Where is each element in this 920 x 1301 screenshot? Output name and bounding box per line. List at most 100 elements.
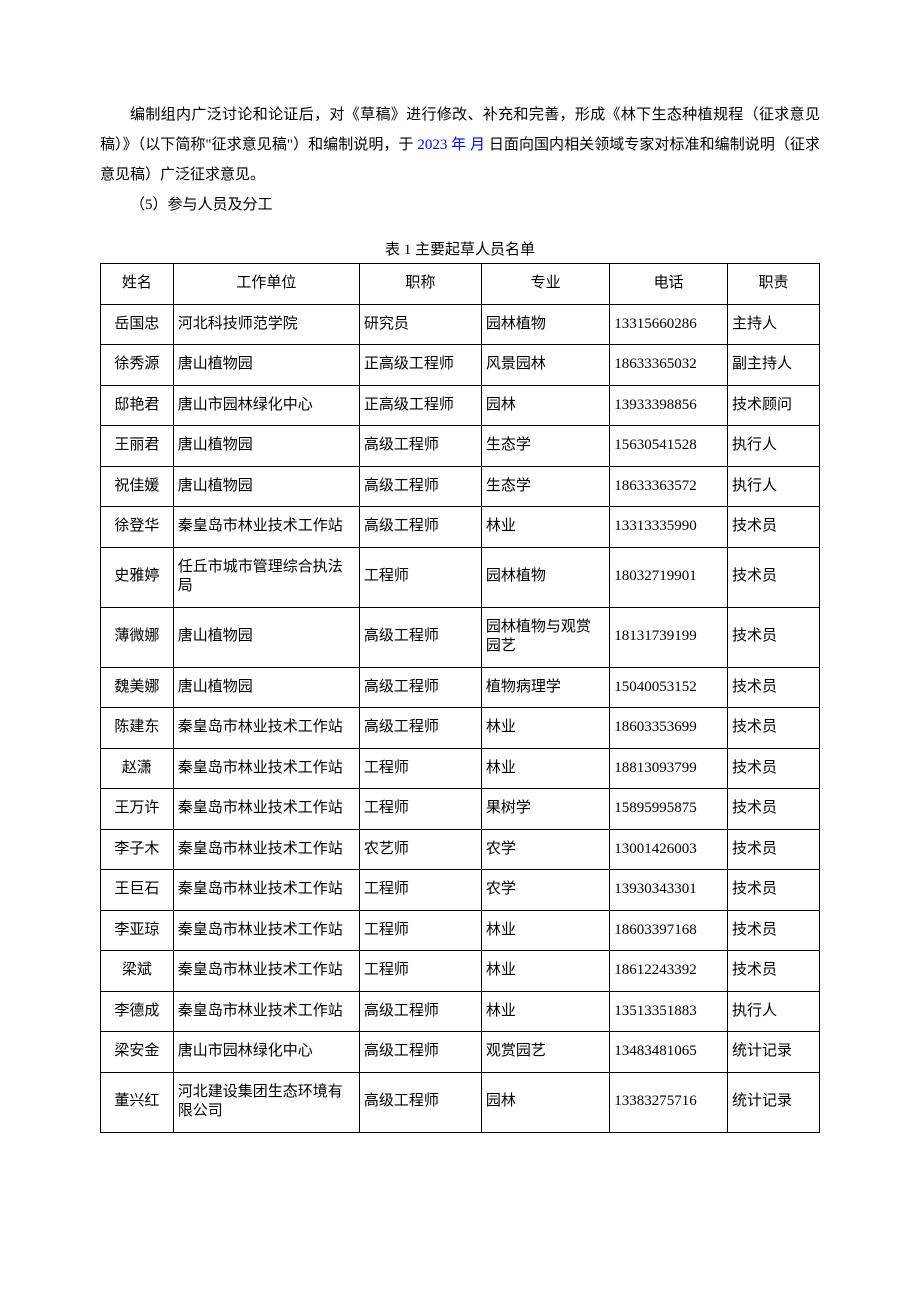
table-cell: 18032719901: [610, 547, 728, 607]
table-cell: 园林植物: [481, 547, 609, 607]
table-cell: 高级工程师: [359, 991, 481, 1032]
table-cell: 秦皇岛市林业技术工作站: [173, 748, 359, 789]
table-cell: 18612243392: [610, 951, 728, 992]
table-cell: 18131739199: [610, 607, 728, 667]
table-cell: 正高级工程师: [359, 345, 481, 386]
table-cell: 王万许: [101, 789, 174, 830]
table-cell: 李亚琼: [101, 910, 174, 951]
table-cell: 河北建设集团生态环境有限公司: [173, 1072, 359, 1132]
table-cell: 李子木: [101, 829, 174, 870]
table-cell: 高级工程师: [359, 1072, 481, 1132]
table-row: 徐秀源唐山植物园正高级工程师风景园林18633365032副主持人: [101, 345, 820, 386]
table-cell: 工程师: [359, 789, 481, 830]
table-cell: 林业: [481, 951, 609, 992]
table-row: 董兴红河北建设集团生态环境有限公司高级工程师园林13383275716统计记录: [101, 1072, 820, 1132]
table-cell: 技术员: [727, 748, 819, 789]
table-cell: 赵潇: [101, 748, 174, 789]
table-cell: 13001426003: [610, 829, 728, 870]
table-cell: 15040053152: [610, 667, 728, 708]
table-cell: 13313335990: [610, 507, 728, 548]
table-cell: 13933398856: [610, 385, 728, 426]
table-cell: 执行人: [727, 466, 819, 507]
table-row: 王丽君唐山植物园高级工程师生态学15630541528执行人: [101, 426, 820, 467]
table-cell: 工程师: [359, 951, 481, 992]
table-cell: 秦皇岛市林业技术工作站: [173, 507, 359, 548]
table-cell: 魏美娜: [101, 667, 174, 708]
table-cell: 林业: [481, 991, 609, 1032]
table-cell: 梁安金: [101, 1032, 174, 1073]
table-cell: 河北科技师范学院: [173, 304, 359, 345]
table-caption: 表 1 主要起草人员名单: [100, 238, 820, 259]
table-row: 王万许秦皇岛市林业技术工作站工程师果树学15895995875技术员: [101, 789, 820, 830]
table-cell: 18603353699: [610, 708, 728, 749]
table-cell: 工程师: [359, 910, 481, 951]
table-cell: 园林植物与观赏园艺: [481, 607, 609, 667]
col-duty: 职责: [727, 264, 819, 305]
col-title: 职称: [359, 264, 481, 305]
table-cell: 统计记录: [727, 1072, 819, 1132]
table-row: 梁斌秦皇岛市林业技术工作站工程师林业18612243392技术员: [101, 951, 820, 992]
table-cell: 技术员: [727, 708, 819, 749]
para2-text: （5）参与人员及分工: [130, 197, 273, 213]
table-cell: 王丽君: [101, 426, 174, 467]
table-cell: 薄微娜: [101, 607, 174, 667]
table-cell: 秦皇岛市林业技术工作站: [173, 951, 359, 992]
table-cell: 董兴红: [101, 1072, 174, 1132]
table-row: 薄微娜唐山植物园高级工程师园林植物与观赏园艺18131739199技术员: [101, 607, 820, 667]
table-cell: 生态学: [481, 426, 609, 467]
table-cell: 技术员: [727, 507, 819, 548]
table-cell: 园林植物: [481, 304, 609, 345]
table-cell: 技术顾问: [727, 385, 819, 426]
table-row: 李子木秦皇岛市林业技术工作站农艺师农学13001426003技术员: [101, 829, 820, 870]
table-cell: 技术员: [727, 789, 819, 830]
table-row: 邸艳君唐山市园林绿化中心正高级工程师园林13933398856技术顾问: [101, 385, 820, 426]
table-cell: 园林: [481, 385, 609, 426]
table-row: 岳国忠河北科技师范学院研究员园林植物13315660286主持人: [101, 304, 820, 345]
table-cell: 农艺师: [359, 829, 481, 870]
table-cell: 秦皇岛市林业技术工作站: [173, 708, 359, 749]
table-cell: 工程师: [359, 748, 481, 789]
table-cell: 工程师: [359, 547, 481, 607]
table-cell: 李德成: [101, 991, 174, 1032]
table-cell: 秦皇岛市林业技术工作站: [173, 910, 359, 951]
table-cell: 18813093799: [610, 748, 728, 789]
table-cell: 高级工程师: [359, 708, 481, 749]
table-cell: 执行人: [727, 991, 819, 1032]
page-container: 编制组内广泛讨论和论证后，对《草稿》进行修改、补充和完善，形成《林下生态种植规程…: [0, 0, 920, 1193]
table-row: 赵潇秦皇岛市林业技术工作站工程师林业18813093799技术员: [101, 748, 820, 789]
table-cell: 主持人: [727, 304, 819, 345]
table-cell: 秦皇岛市林业技术工作站: [173, 870, 359, 911]
table-cell: 农学: [481, 870, 609, 911]
table-cell: 研究员: [359, 304, 481, 345]
table-cell: 高级工程师: [359, 607, 481, 667]
table-cell: 梁斌: [101, 951, 174, 992]
table-cell: 秦皇岛市林业技术工作站: [173, 829, 359, 870]
col-name: 姓名: [101, 264, 174, 305]
table-cell: 技术员: [727, 829, 819, 870]
table-cell: 徐秀源: [101, 345, 174, 386]
table-cell: 18603397168: [610, 910, 728, 951]
table-row: 陈建东秦皇岛市林业技术工作站高级工程师林业18603353699技术员: [101, 708, 820, 749]
table-cell: 13513351883: [610, 991, 728, 1032]
table-row: 梁安金唐山市园林绿化中心高级工程师观赏园艺13483481065统计记录: [101, 1032, 820, 1073]
table-header-row: 姓名 工作单位 职称 专业 电话 职责: [101, 264, 820, 305]
table-cell: 15895995875: [610, 789, 728, 830]
table-cell: 统计记录: [727, 1032, 819, 1073]
col-phone: 电话: [610, 264, 728, 305]
table-cell: 技术员: [727, 951, 819, 992]
table-body: 岳国忠河北科技师范学院研究员园林植物13315660286主持人徐秀源唐山植物园…: [101, 304, 820, 1132]
table-cell: 13483481065: [610, 1032, 728, 1073]
table-cell: 陈建东: [101, 708, 174, 749]
table-cell: 副主持人: [727, 345, 819, 386]
table-row: 李亚琼秦皇岛市林业技术工作站工程师林业18603397168技术员: [101, 910, 820, 951]
table-cell: 徐登华: [101, 507, 174, 548]
table-cell: 技术员: [727, 870, 819, 911]
table-cell: 技术员: [727, 910, 819, 951]
paragraph-2: （5）参与人员及分工: [100, 190, 820, 220]
table-cell: 岳国忠: [101, 304, 174, 345]
table-cell: 生态学: [481, 466, 609, 507]
table-cell: 技术员: [727, 547, 819, 607]
table-cell: 唐山植物园: [173, 426, 359, 467]
table-cell: 技术员: [727, 667, 819, 708]
table-cell: 高级工程师: [359, 426, 481, 467]
